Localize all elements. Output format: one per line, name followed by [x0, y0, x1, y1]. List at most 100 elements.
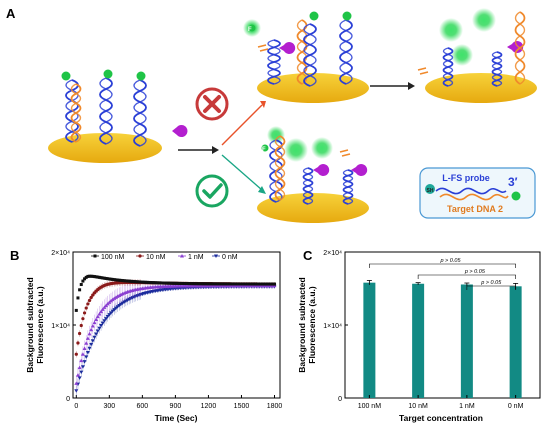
data-point: [102, 276, 106, 280]
data-point: [140, 280, 144, 284]
data-point: [205, 282, 209, 286]
data-point: [197, 282, 201, 286]
chart-c-ylabel-line1: Background subtracted: [297, 277, 307, 372]
chart-b-xtick-label: 600: [137, 403, 149, 410]
probe-strand-6-2: [339, 19, 353, 85]
data-point: [89, 274, 93, 278]
data-point: [144, 280, 148, 284]
data-point: [253, 282, 257, 286]
data-point: [206, 282, 210, 286]
data-point: [79, 323, 83, 328]
data-point: [190, 282, 194, 286]
data-point: [177, 281, 181, 285]
data-point: [215, 282, 219, 286]
legend-target-label: Target DNA 2: [447, 204, 503, 214]
data-point: [263, 282, 267, 286]
data-point: [116, 278, 120, 282]
data-point: [87, 331, 92, 336]
data-point: [236, 282, 240, 286]
legend-label: 1 nM: [188, 254, 204, 261]
data-point: [145, 280, 149, 284]
data-point: [113, 295, 118, 299]
data-point: [106, 277, 110, 281]
data-point: [92, 320, 97, 325]
data-point: [130, 279, 134, 283]
data-point: [115, 294, 120, 298]
data-point: [142, 280, 146, 284]
data-point: [86, 274, 90, 278]
data-point: [132, 280, 136, 284]
chart-c-ytick-label: 1×10⁴: [323, 323, 342, 330]
data-point: [114, 278, 118, 282]
chart-b-xtick-label: 1800: [267, 403, 283, 410]
probe-strand-3-2: [133, 79, 147, 147]
data-point: [100, 307, 105, 311]
data-point: [251, 282, 255, 286]
significance-bracket: [466, 285, 516, 290]
legend-sh-dot: [425, 184, 435, 194]
data-point: [84, 306, 88, 310]
chart-c-xtick-label: 0 nM: [508, 403, 524, 410]
data-point: [178, 281, 182, 285]
chart-b-ytick-label: 1×10⁴: [51, 323, 70, 330]
data-point: [121, 279, 125, 283]
data-point: [112, 278, 116, 282]
data-point: [78, 331, 82, 336]
data-point: [108, 311, 113, 315]
fluor-label-1: F: [248, 27, 252, 33]
data-point: [249, 282, 253, 286]
data-point: [110, 309, 115, 314]
legend-prime-label: 3′: [508, 175, 518, 189]
probe-strand-5-2: [303, 23, 317, 87]
data-point: [226, 282, 230, 286]
data-point: [248, 282, 252, 286]
bar-0-nM: [509, 286, 522, 398]
data-point: [82, 346, 87, 351]
data-point: [154, 281, 158, 285]
data-point: [162, 281, 166, 285]
data-point: [94, 317, 99, 322]
fluorophore-4: [309, 11, 319, 21]
data-point: [87, 298, 92, 303]
series-0-nM: [74, 284, 277, 396]
data-point: [76, 296, 80, 300]
fluor-label-2: F: [262, 147, 266, 153]
arrow-target: [221, 154, 263, 191]
data-point: [84, 355, 89, 359]
data-point: [97, 312, 102, 316]
data-point: [188, 282, 192, 286]
data-point: [80, 365, 85, 369]
probe-strand-10-2: [302, 167, 314, 205]
orange-fragments-3-2: [341, 153, 351, 157]
data-point: [225, 282, 229, 286]
data-point: [216, 282, 220, 286]
chart-b-ylabel-line1: Background subtracted: [25, 277, 35, 372]
arrow-nontarget: [221, 104, 263, 146]
data-point: [231, 282, 235, 286]
chart-b-xlabel: Time (Sec): [155, 413, 198, 423]
data-point: [107, 313, 112, 317]
legend-label: 0 nM: [222, 254, 238, 261]
fluor-glow-6: [267, 126, 285, 144]
legend-probe-strand: [435, 187, 507, 195]
data-point: [95, 314, 100, 319]
data-point: [85, 350, 90, 355]
data-point: [82, 311, 87, 315]
fluorophore-free: [248, 24, 256, 32]
fluor-glow-2: [472, 8, 496, 32]
data-point: [111, 277, 115, 281]
data-point: [74, 308, 78, 312]
data-point: [195, 282, 199, 286]
data-point: [97, 326, 102, 331]
data-point: [101, 276, 105, 280]
chart-b-xtick-label: 1500: [234, 403, 250, 410]
data-point: [172, 281, 176, 285]
fluorophore-6: [261, 144, 269, 152]
data-point: [75, 373, 80, 377]
data-point: [81, 317, 85, 321]
fluor-glow-4: [284, 138, 308, 162]
data-point: [180, 281, 184, 285]
legend-probe-label: L-FS probe: [442, 173, 490, 183]
chart-b-xtick-label: 1200: [201, 403, 217, 410]
